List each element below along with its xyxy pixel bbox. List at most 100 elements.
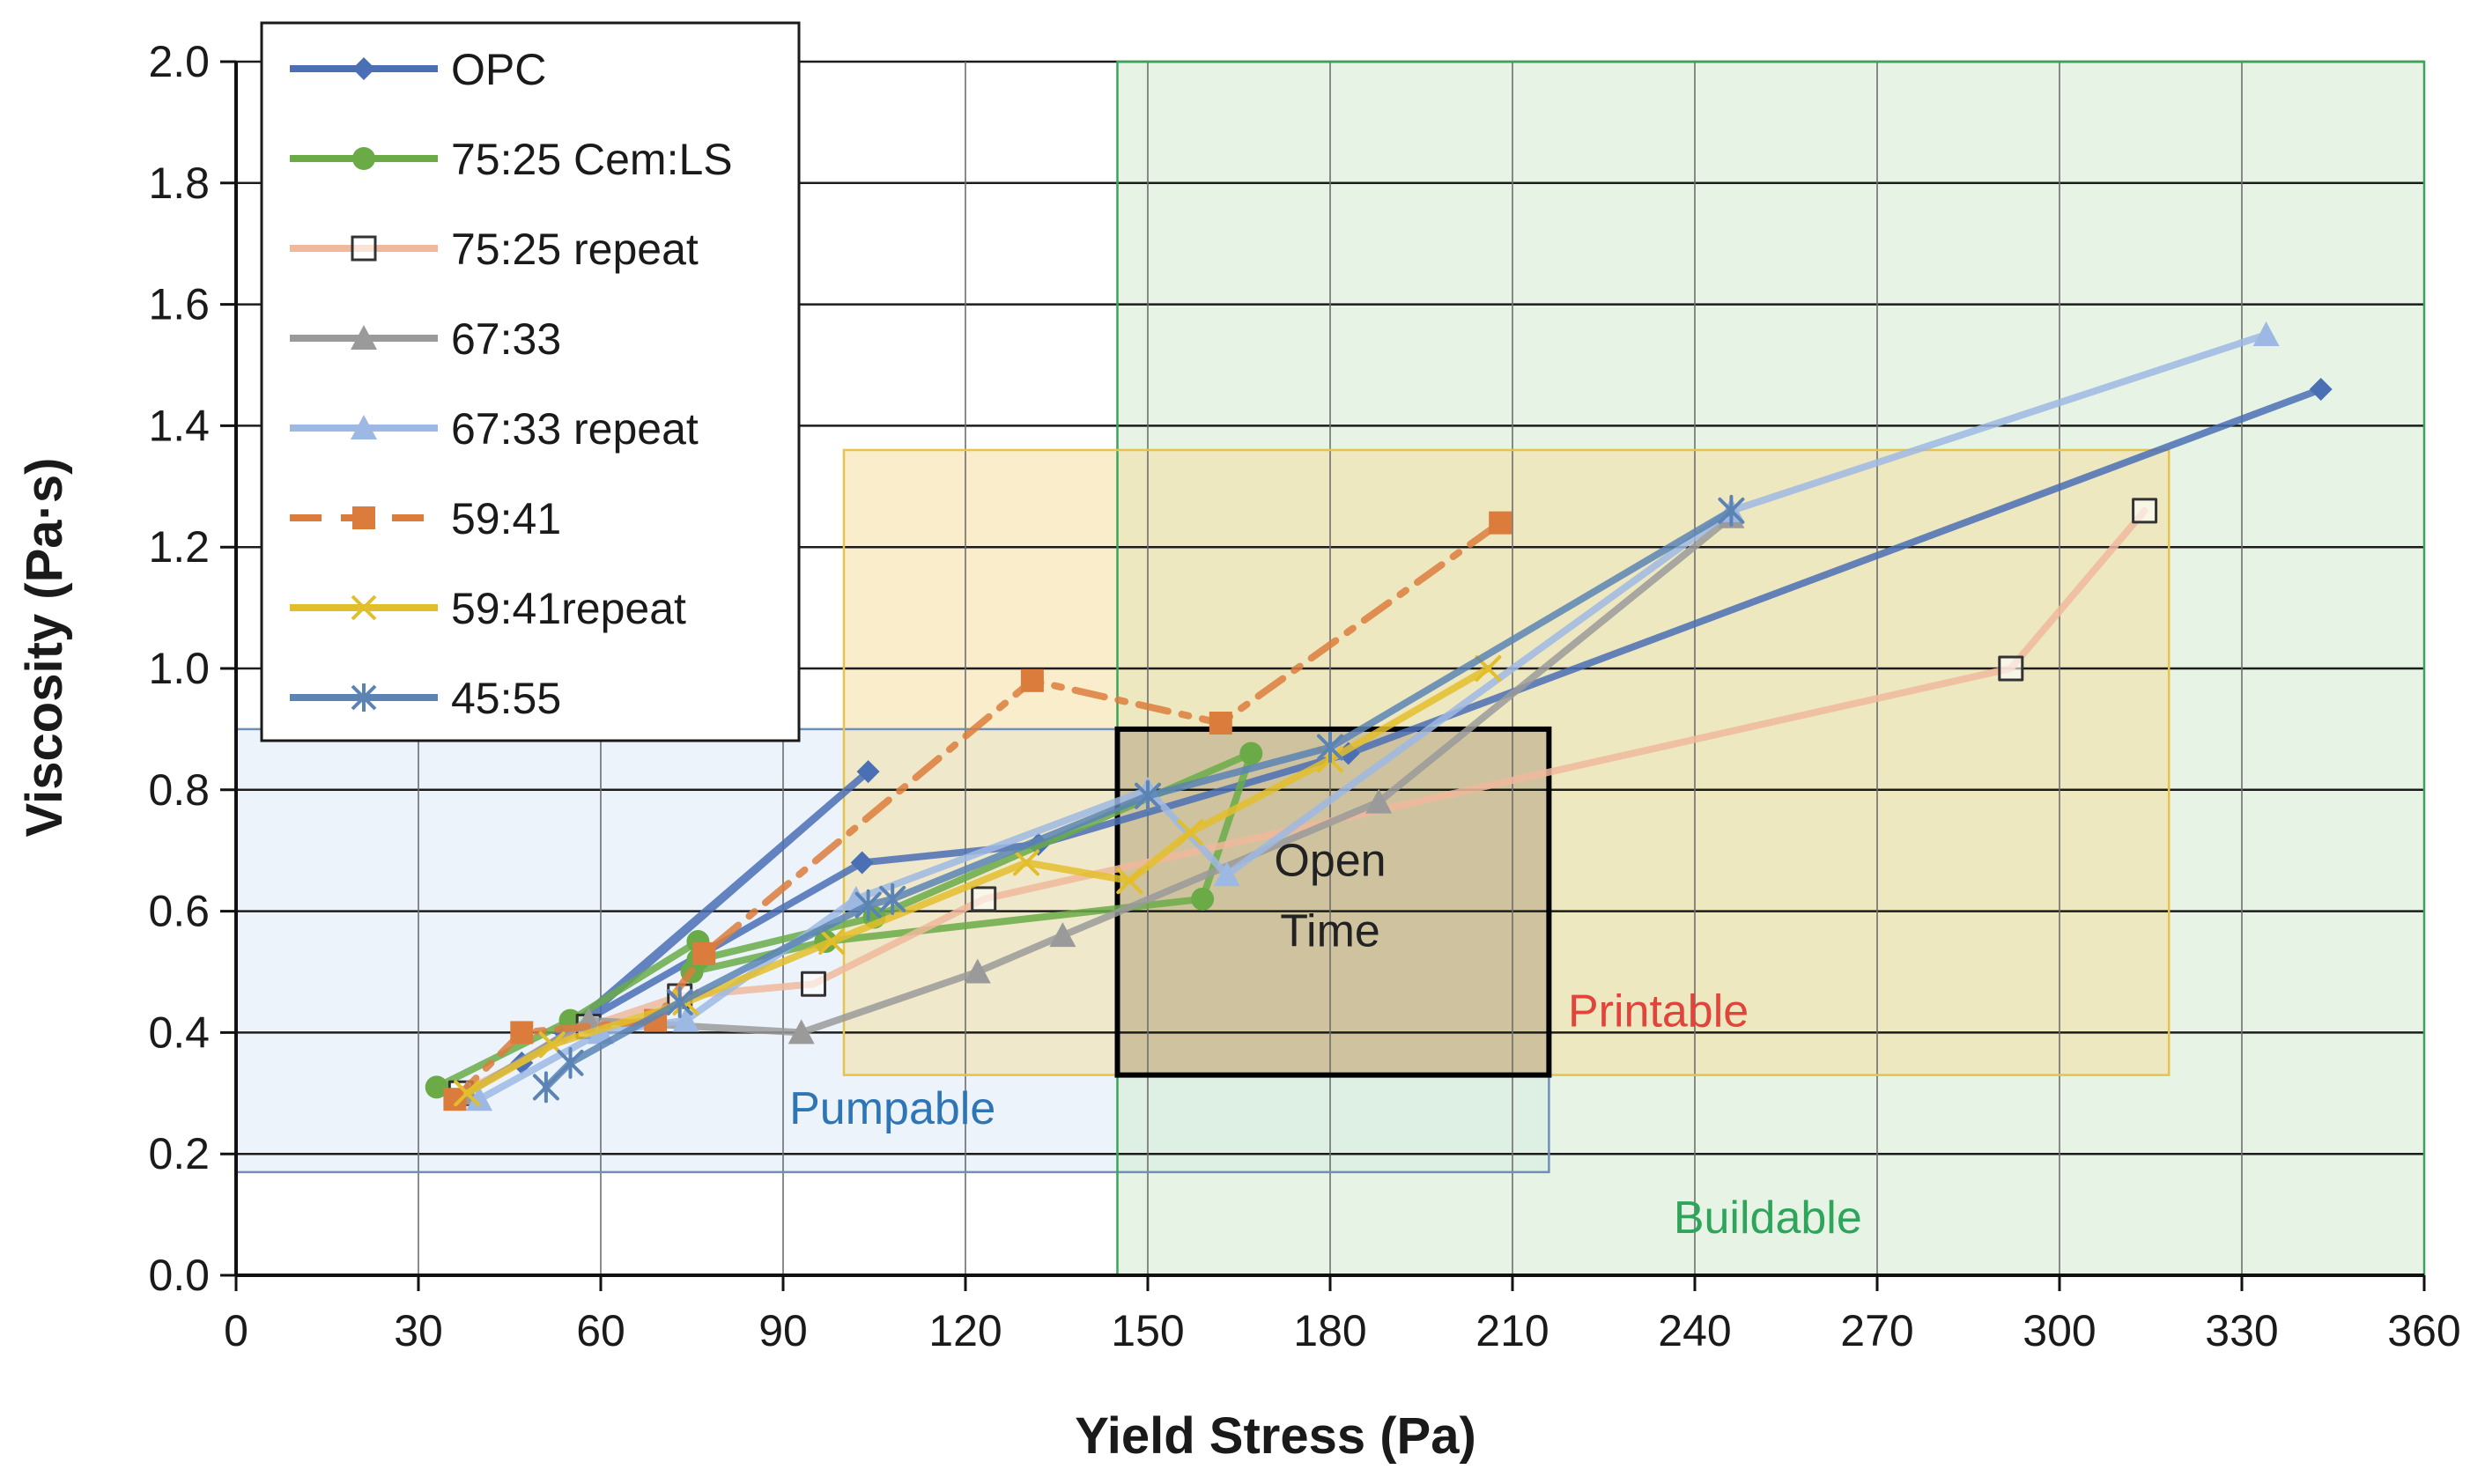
legend-entry: 45:55 — [290, 674, 561, 723]
x-tick-label: 330 — [2205, 1306, 2278, 1355]
region-label-printable: Printable — [1568, 986, 1749, 1037]
data-point — [1489, 511, 1512, 535]
y-tick-label: 0.2 — [148, 1129, 210, 1178]
legend-label: 59:41 — [451, 494, 561, 543]
region-label-line: Printable — [1568, 986, 1749, 1037]
x-tick-label: 0 — [224, 1306, 248, 1355]
legend-label: 75:25 repeat — [451, 225, 699, 274]
region-label-pumpable: Pumpable — [789, 1083, 995, 1134]
y-tick-label: 2.0 — [148, 37, 210, 86]
series-45-55 — [532, 494, 1745, 1104]
legend-entry: 59:41 — [290, 494, 561, 543]
x-tick-label: 90 — [758, 1306, 808, 1355]
legend-entry: 59:41repeat — [290, 584, 686, 633]
y-tick-label: 0.6 — [148, 887, 210, 936]
legend-layer: OPC 75:25 Cem:LS 75:25 repeat 67:33 67:33 re… — [260, 21, 801, 742]
data-point — [1135, 779, 1161, 812]
y-tick-label: 1.8 — [148, 159, 210, 208]
data-point — [1049, 922, 1076, 948]
legend-swatch-marker — [352, 147, 375, 170]
data-point — [1191, 887, 1215, 911]
legend-entry: 67:33 — [290, 314, 561, 364]
data-point — [1020, 668, 1044, 692]
data-point — [1365, 788, 1393, 814]
data-point — [1998, 655, 2024, 682]
data-point — [2132, 498, 2158, 524]
x-tick-label: 60 — [576, 1306, 625, 1355]
y-tick-label: 0.4 — [148, 1008, 210, 1057]
data-point — [425, 1075, 448, 1099]
legend-box — [260, 21, 801, 742]
region-label-line: Time — [1280, 906, 1380, 957]
data-point — [971, 886, 997, 912]
legend-swatch-marker — [351, 683, 377, 712]
data-point — [1213, 861, 1240, 887]
series-line — [476, 331, 2270, 1104]
legend-swatch-marker — [352, 57, 375, 80]
region-label-line: Pumpable — [789, 1083, 995, 1134]
region-label-open-time: Open Time — [1274, 836, 1386, 957]
data-point — [692, 941, 716, 965]
y-tick-label: 0.0 — [148, 1251, 210, 1300]
legend-swatch-marker — [351, 325, 377, 350]
legend-swatch-marker — [351, 415, 377, 439]
legend-swatch-marker — [351, 594, 377, 621]
data-point — [1013, 849, 1039, 876]
data-point — [454, 1080, 481, 1107]
x-tick-label: 210 — [1475, 1306, 1549, 1355]
series-layer — [425, 321, 2333, 1111]
data-point — [964, 958, 991, 984]
data-point — [510, 1021, 534, 1045]
data-point — [1116, 868, 1143, 895]
x-tick-label: 150 — [1111, 1306, 1184, 1355]
legend-swatch-marker — [352, 506, 375, 529]
region-label-line: Open — [1274, 836, 1386, 887]
region-borders-layer — [234, 60, 2426, 1277]
series-line — [542, 506, 1735, 1091]
region-labels-layer: Pumpable Buildable Printable Open Time — [789, 836, 1862, 1244]
y-tick-label: 0.8 — [148, 765, 210, 815]
legend-entry: OPC — [290, 45, 546, 94]
region-label-buildable: Buildable — [1674, 1192, 1862, 1244]
data-point — [801, 971, 826, 997]
y-tick-label: 1.2 — [148, 522, 210, 572]
x-tick-label: 270 — [1840, 1306, 1913, 1355]
axes-layer: 0.0 0.2 0.4 0.6 0.8 1.0 1.2 1.4 1.6 1.8 2.0 0 30 60 90… — [148, 37, 2460, 1355]
x-tick-label: 300 — [2023, 1306, 2096, 1355]
y-tick-label: 1.4 — [148, 401, 210, 450]
data-point — [850, 851, 874, 875]
x-tick-label: 360 — [2387, 1306, 2460, 1355]
data-point — [532, 1071, 559, 1104]
data-point — [1317, 731, 1343, 764]
x-tick-label: 30 — [394, 1306, 443, 1355]
data-point — [2309, 378, 2333, 402]
data-point — [1718, 494, 1745, 527]
data-point — [856, 760, 880, 784]
x-tick-label: 120 — [928, 1306, 1002, 1355]
x-tick-label: 180 — [1293, 1306, 1366, 1355]
data-point — [2252, 321, 2280, 347]
data-point — [879, 882, 906, 915]
legend-label: 75:25 Cem:LS — [451, 135, 733, 184]
legend-label: OPC — [451, 45, 546, 94]
legend-label: 59:41repeat — [451, 584, 686, 633]
data-point — [854, 889, 882, 921]
legend-entry: 75:25 Cem:LS — [290, 135, 733, 184]
y-tick-label: 1.0 — [148, 644, 210, 693]
data-point — [557, 1046, 584, 1079]
data-point — [1177, 819, 1204, 846]
data-point — [1209, 712, 1232, 735]
legend-label: 67:33 repeat — [451, 404, 699, 454]
legend-label: 45:55 — [451, 674, 561, 723]
region-border-open-time — [1114, 726, 1552, 1078]
x-axis-title: Yield Stress (Pa) — [1075, 1407, 1476, 1465]
data-point — [1239, 742, 1263, 765]
data-point — [672, 1007, 699, 1032]
legend-entry: 67:33 repeat — [290, 404, 699, 454]
data-point — [818, 928, 846, 956]
data-point — [666, 986, 693, 1018]
region-label-line: Buildable — [1674, 1192, 1862, 1244]
legend-swatch-marker — [351, 235, 377, 262]
